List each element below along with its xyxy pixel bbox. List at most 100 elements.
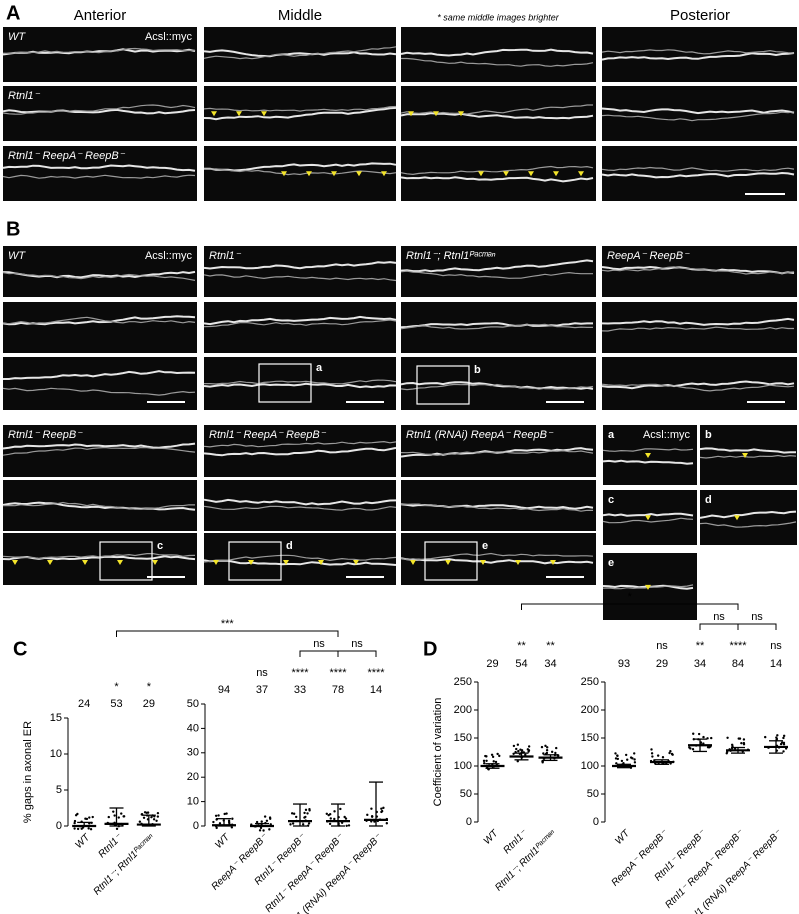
dot	[89, 827, 93, 831]
significance: **	[546, 640, 555, 652]
dot	[782, 734, 786, 738]
dot	[382, 806, 385, 810]
dot	[306, 812, 309, 815]
er-signal	[400, 48, 594, 57]
arrowhead	[47, 560, 53, 565]
dot	[380, 807, 383, 810]
er-signal	[400, 104, 593, 115]
dot	[492, 760, 495, 763]
y-tick-label: 10	[187, 796, 199, 808]
note: * same middle images brighter	[437, 12, 560, 22]
dot	[496, 752, 499, 756]
arrowhead	[478, 171, 484, 177]
y-tick-label: 50	[460, 788, 472, 800]
dot	[73, 827, 76, 830]
y-tick-label: 40	[187, 722, 199, 734]
arrowhead	[236, 111, 242, 117]
er-signal	[2, 270, 196, 279]
panel-label: C	[13, 638, 27, 660]
er-signal	[203, 559, 397, 566]
significance: ns	[256, 667, 268, 679]
dot	[308, 808, 311, 811]
er-signal	[203, 505, 397, 511]
dot	[107, 815, 110, 819]
dot	[692, 732, 695, 735]
x-tick-label: WT	[613, 828, 632, 847]
dot	[670, 752, 674, 756]
dot	[546, 746, 549, 749]
er-signal	[203, 554, 397, 563]
dot	[616, 754, 619, 758]
dot	[112, 810, 115, 813]
er-signal	[203, 105, 397, 112]
er-signal	[2, 501, 196, 510]
box-label: a	[316, 362, 323, 374]
arrowhead	[528, 171, 534, 177]
y-tick-label: 200	[454, 704, 472, 716]
er-signal	[203, 274, 397, 282]
significance: ****	[367, 667, 385, 679]
marker-label: Acsl::myc	[145, 250, 193, 262]
dot	[304, 808, 308, 812]
dot	[484, 754, 487, 758]
significance: ns	[656, 640, 668, 652]
dot	[291, 822, 295, 825]
dot	[482, 759, 486, 763]
arrowhead	[281, 171, 287, 177]
genotype-label: Rtnl1⁻	[209, 250, 242, 262]
genotype-label: Rtnl1⁻ ReepA⁻ ReepB⁻	[209, 429, 327, 441]
n-label: 78	[332, 684, 344, 696]
comparison-label: ns	[751, 611, 763, 623]
dot	[120, 812, 123, 815]
er-signal	[602, 517, 694, 524]
significance: ****	[729, 640, 747, 652]
dot	[295, 815, 298, 819]
dot	[615, 762, 618, 765]
arrowhead	[306, 171, 312, 177]
er-signal	[2, 316, 196, 325]
dot	[91, 815, 94, 819]
inset-label: a	[608, 429, 615, 441]
significance: ****	[329, 667, 347, 679]
dot	[633, 752, 636, 755]
dot	[142, 816, 146, 820]
dot	[156, 815, 160, 818]
dot	[113, 814, 116, 817]
comparison-label: ns	[351, 638, 363, 650]
micrograph	[204, 246, 396, 297]
dot	[146, 811, 150, 814]
er-signal	[602, 448, 694, 452]
er-signal	[400, 270, 593, 279]
genotype-label: WT	[8, 31, 26, 43]
er-signal	[601, 317, 795, 326]
er-signal	[601, 166, 795, 172]
y-tick-label: 10	[50, 748, 62, 760]
dot	[780, 741, 784, 744]
er-signal	[203, 440, 397, 448]
er-signal	[601, 380, 795, 390]
n-label: 93	[618, 658, 630, 670]
n-label: 94	[218, 684, 230, 696]
dot	[258, 829, 262, 832]
dot	[218, 822, 222, 825]
arrowhead	[458, 111, 464, 117]
micrograph	[3, 146, 197, 201]
arrowhead	[410, 560, 416, 565]
arrowhead	[152, 560, 158, 565]
er-signal	[2, 164, 196, 172]
arrowhead	[645, 584, 651, 590]
box-label: e	[482, 540, 488, 552]
x-tick-label: WT	[482, 828, 501, 847]
dot	[526, 748, 530, 751]
n-label: 29	[656, 658, 668, 670]
micrograph	[204, 480, 396, 531]
arrowhead	[480, 560, 486, 565]
er-signal	[3, 370, 196, 380]
dot	[512, 744, 516, 748]
arrowhead	[331, 171, 337, 177]
genotype-label: WT	[8, 250, 26, 262]
er-signal	[2, 442, 196, 450]
dot	[88, 816, 91, 819]
significance: ns	[770, 640, 782, 652]
dot	[616, 757, 620, 761]
